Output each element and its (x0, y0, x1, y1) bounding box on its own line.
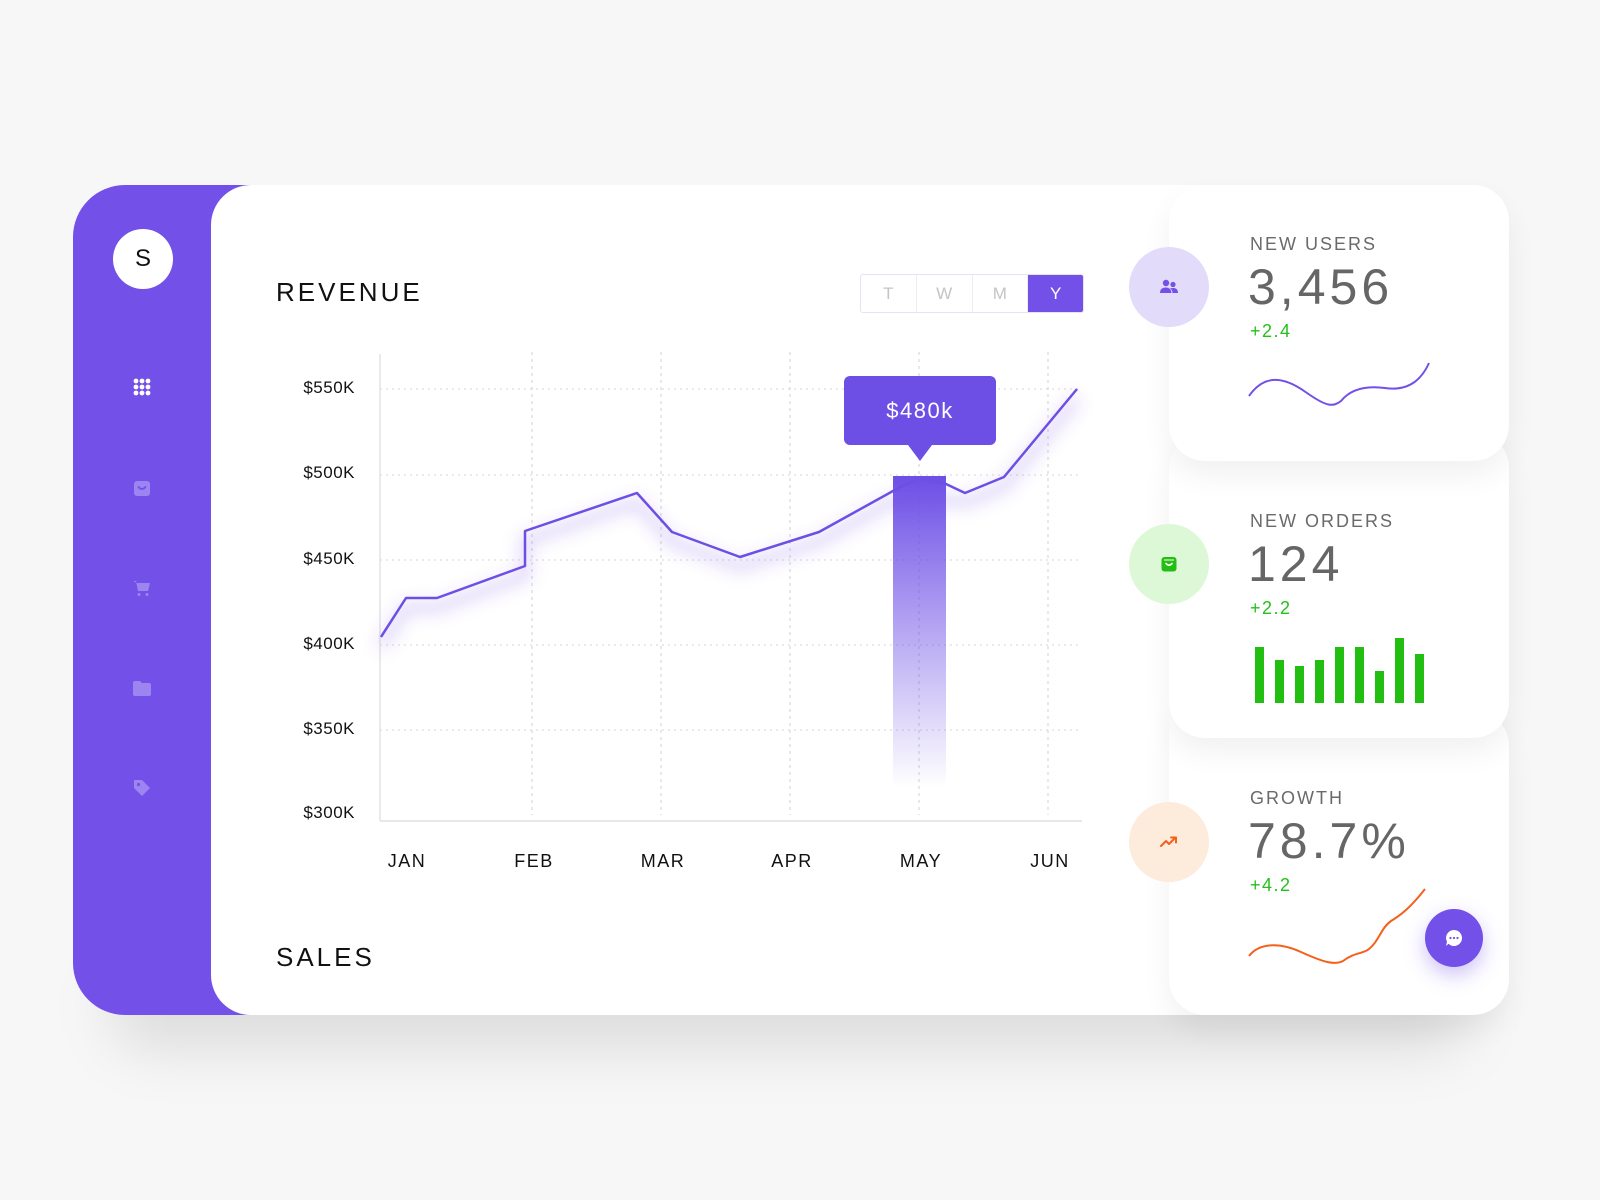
range-tab-year[interactable]: Y (1028, 275, 1083, 312)
y-tick-label: $350K (303, 719, 355, 738)
tooltip-value: $480k (886, 397, 954, 423)
spark-bar (1355, 647, 1364, 703)
stat-delta: +2.2 (1250, 598, 1292, 618)
cart-icon (133, 581, 150, 596)
main-panel (211, 185, 1251, 1015)
shopping-bag-icon (1161, 557, 1177, 572)
y-tick-label: $450K (303, 549, 355, 568)
spark-bar (1335, 647, 1344, 703)
growth-sparkline (1248, 888, 1426, 964)
x-tick-label: JUN (1030, 851, 1070, 871)
spark-bar (1295, 666, 1304, 703)
sidebar-item-dashboard[interactable] (132, 377, 152, 397)
range-selector: T W M Y (860, 274, 1084, 313)
x-tick-label: MAR (640, 851, 686, 871)
range-tab-today[interactable]: T (861, 275, 917, 312)
revenue-title: REVENUE (276, 277, 423, 307)
range-tab-week[interactable]: W (917, 275, 973, 312)
x-tick-label: MAY (899, 851, 943, 871)
avatar[interactable]: S (113, 229, 173, 289)
users-sparkline (1248, 362, 1430, 406)
sidebar-item-orders[interactable] (132, 478, 152, 498)
stat-label: NEW ORDERS (1250, 511, 1395, 531)
grid-icon (133, 378, 151, 396)
x-tick-label: FEB (514, 851, 554, 871)
stat-label: GROWTH (1250, 788, 1344, 808)
y-tick-label: $500K (303, 463, 355, 482)
stat-value: 124 (1248, 536, 1344, 592)
spark-bar (1255, 647, 1264, 703)
spark-bar (1315, 660, 1324, 703)
spark-bar (1395, 638, 1404, 703)
sidebar-item-cart[interactable] (132, 578, 152, 598)
avatar-letter: S (134, 245, 151, 272)
orders-icon-circle (1129, 524, 1209, 604)
chat-icon (1446, 930, 1463, 946)
x-tick-label: APR (771, 851, 813, 871)
y-tick-label: $300K (303, 803, 355, 822)
stat-value: 78.7% (1248, 813, 1410, 869)
range-tab-month[interactable]: M (973, 275, 1029, 312)
shopping-bag-icon (134, 481, 150, 496)
spark-bar (1415, 654, 1424, 703)
tag-icon (134, 780, 150, 796)
stat-label: NEW USERS (1250, 234, 1378, 254)
users-icon-circle (1129, 247, 1209, 327)
spark-bar (1375, 671, 1384, 703)
stat-value: 3,456 (1248, 259, 1394, 315)
users-icon (1160, 279, 1178, 293)
trending-up-icon (1160, 836, 1177, 847)
sidebar-item-tags[interactable] (132, 778, 152, 798)
stat-delta: +4.2 (1250, 875, 1292, 895)
orders-bar-sparkline (1255, 630, 1435, 703)
revenue-tooltip: $480k (844, 376, 996, 461)
x-tick-label: JAN (387, 851, 427, 871)
chat-button[interactable] (1425, 909, 1483, 967)
stat-card-users (1169, 185, 1509, 461)
growth-icon-circle (1129, 802, 1209, 882)
folder-icon (133, 680, 151, 696)
y-tick-label: $400K (303, 634, 355, 653)
stat-delta: +2.4 (1250, 321, 1292, 341)
y-tick-label: $550K (303, 378, 355, 397)
sidebar-item-files[interactable] (132, 678, 152, 698)
spark-bar (1275, 660, 1284, 703)
sales-title: SALES (276, 942, 375, 972)
